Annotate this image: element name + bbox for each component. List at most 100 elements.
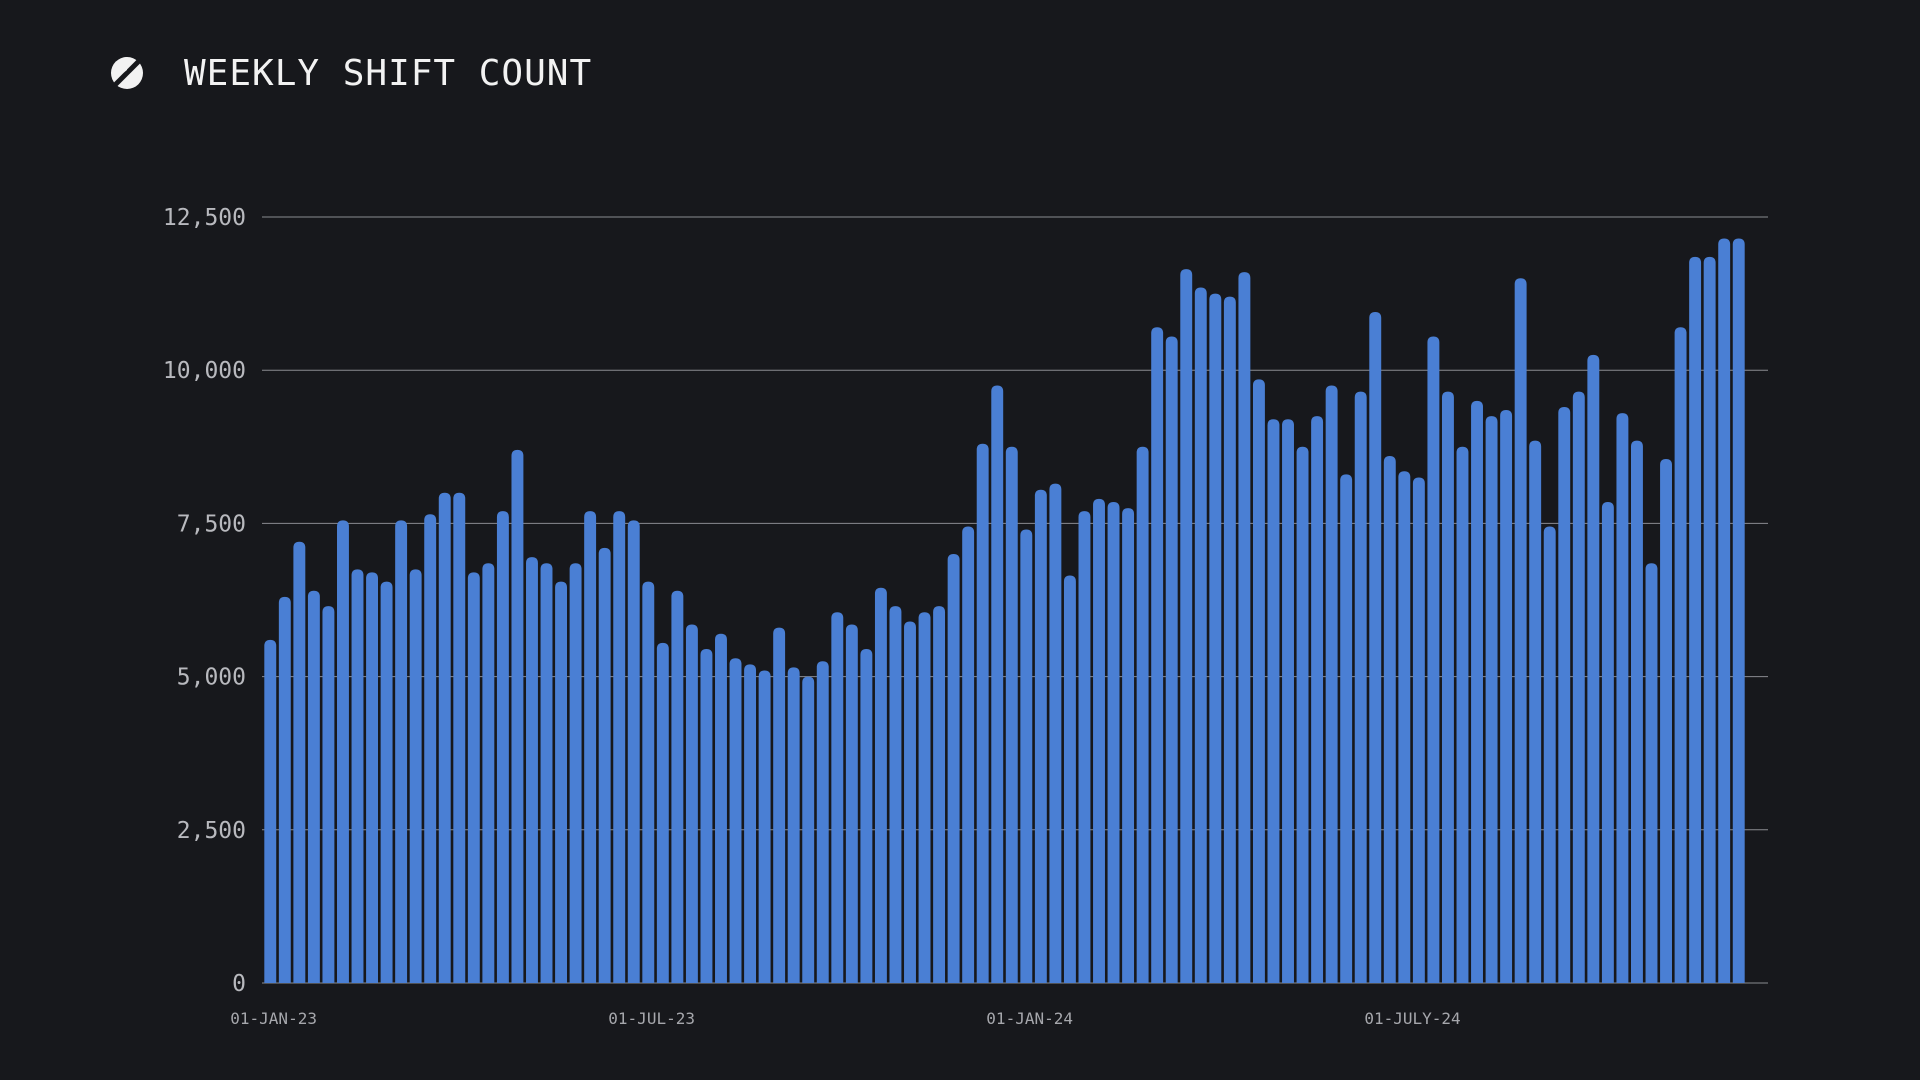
chart-bar [1020,529,1033,983]
chart-bar [976,443,989,984]
chart-bar [627,520,640,983]
chart-bar [1660,459,1672,983]
chart-bar [918,612,931,983]
chart-bar [1383,455,1396,983]
chart-bar [1674,327,1687,984]
chart-bar [1529,440,1542,983]
chart-bar [1732,238,1745,983]
brand-s-logo-icon [111,57,143,89]
y-tick-label: 2,500 [177,818,246,844]
chart-bar [467,572,480,983]
chart-bar [1165,336,1178,984]
chart-bar [1078,511,1091,983]
chart-bar [947,554,960,983]
chart-bar [409,569,422,983]
chart-bar [758,670,771,983]
chart-bar [569,563,582,983]
chart-bar [424,514,437,983]
chart-bar [773,627,786,983]
chart-bar [482,563,495,983]
chart-bar [351,569,364,983]
chart-bar [1296,446,1309,983]
chart-bar [1252,379,1265,984]
chart-bar [1645,563,1658,983]
page-title: WEEKLY SHIFT COUNT [184,52,593,94]
chart-bar [1630,440,1643,983]
chart-bar [1282,419,1294,983]
chart-bar [787,667,800,983]
y-tick-label: 10,000 [163,358,246,384]
y-tick-label: 5,000 [177,665,246,691]
chart-bar [322,606,335,983]
chart-bar [1485,416,1498,983]
chart-bar [526,557,538,983]
y-tick-label: 0 [232,971,246,997]
chart-bar [1616,413,1629,983]
chart-bar [1543,526,1556,983]
chart-bar [1005,446,1018,983]
chart-bar [453,492,466,983]
chart-bar [1180,269,1193,983]
chart-bar [438,492,451,983]
x-tick-label: 01-JAN-24 [986,1009,1073,1028]
chart-bar [1572,391,1585,983]
chart-bar [1703,256,1716,983]
chart-bar [685,624,698,983]
chart-bar [889,606,902,983]
chart-bar [1354,391,1367,983]
chart-bar [1238,272,1251,984]
chart-bar [816,661,829,983]
chart-bar [1718,238,1731,983]
chart-bar [1558,406,1571,983]
header: WEEKLY SHIFT COUNT [110,52,592,94]
chart-bar [1151,327,1164,984]
chart-bar [1500,410,1513,984]
chart-bar [366,572,379,983]
chart-bar [293,541,306,983]
chart-bar [1267,419,1280,983]
chart-bar [991,385,1004,983]
y-tick-label: 12,500 [163,205,246,231]
chart-bar [496,511,509,983]
chart-bar [1369,311,1382,983]
chart-bar [1398,471,1411,983]
chart-bar [337,520,349,983]
chart-bar [962,526,975,983]
chart-bar [802,676,815,983]
chart-bar [874,587,887,983]
chart-bar [395,520,408,983]
chart-bar [656,642,669,983]
chart-bar [540,563,553,983]
chart-bar [642,581,655,983]
chart-bar [1412,477,1425,983]
x-tick-label: 01-JUL-23 [608,1009,695,1028]
chart-bar [1049,483,1062,983]
chart-bar [1194,287,1207,983]
chart-bar [598,547,611,983]
chart-bar [1601,501,1614,983]
chart-bar [1136,446,1149,983]
chart-bar [1441,391,1454,983]
chart-bar [1689,256,1702,983]
chart-bar [1034,489,1047,983]
chart-bar [1456,446,1469,983]
chart-bar [1223,296,1236,983]
chart-bar [831,612,844,983]
chart-bar [278,596,291,983]
chart-bar [613,511,626,983]
y-tick-label: 7,500 [177,511,246,537]
chart-bar [729,658,742,983]
chart-bar [555,581,568,983]
chart-bar [1311,416,1324,983]
chart-bar [671,590,684,983]
chart-bar [1427,336,1440,984]
chart-bar [380,581,393,983]
chart-bar [1514,278,1527,983]
chart-bar [264,639,277,983]
chart-bar [845,624,858,983]
chart-bar [511,449,524,983]
chart-bar [744,664,757,983]
chart-bar [307,590,320,983]
chart-bar [1107,501,1120,983]
chart-bar [1587,354,1600,983]
